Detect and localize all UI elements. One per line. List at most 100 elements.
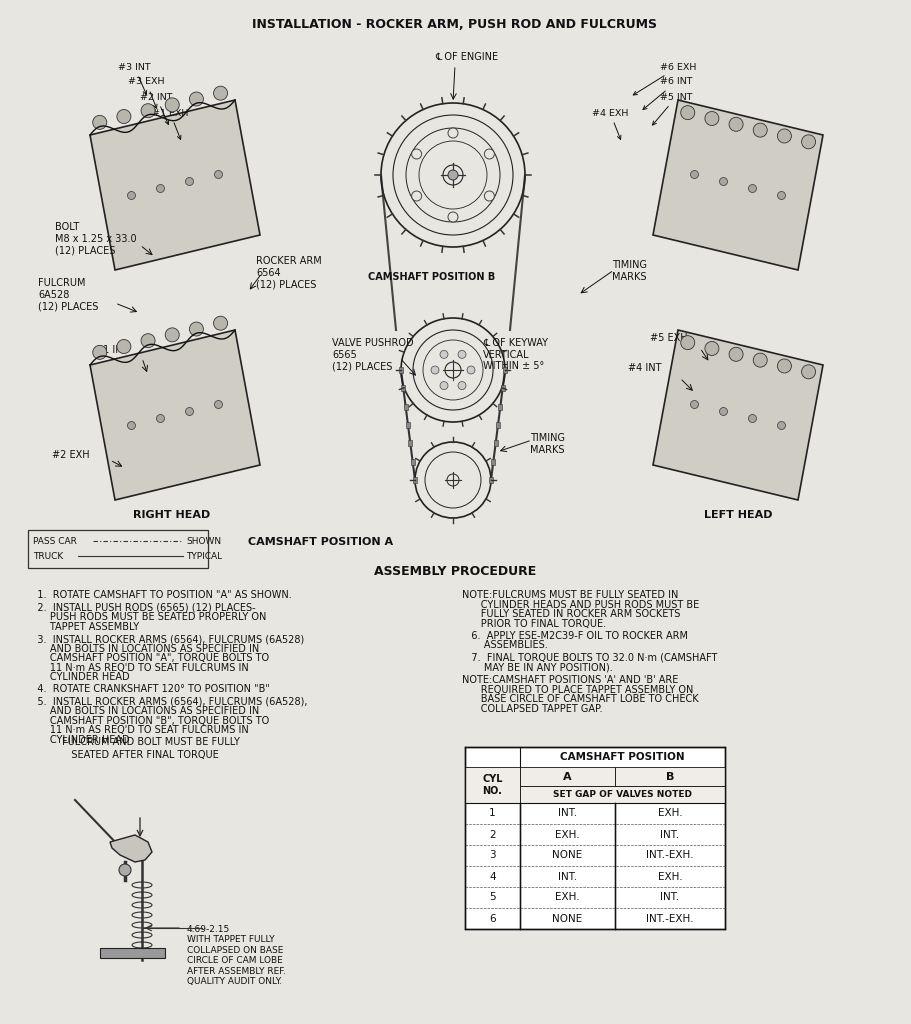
Text: NONE: NONE [552,913,583,924]
Text: FULCRUM
6A528
(12) PLACES: FULCRUM 6A528 (12) PLACES [38,278,98,311]
Circle shape [117,110,131,124]
Text: 2.  INSTALL PUSH RODS (6565) (12) PLACES-: 2. INSTALL PUSH RODS (6565) (12) PLACES- [28,602,256,612]
Text: #4 INT: #4 INT [628,362,661,373]
Bar [503,367,507,373]
Text: #1 EXH: #1 EXH [152,109,189,139]
Text: BASE CIRCLE OF CAMSHAFT LOBE TO CHECK: BASE CIRCLE OF CAMSHAFT LOBE TO CHECK [462,694,699,705]
Text: CAMSHAFT POSITION A: CAMSHAFT POSITION A [248,537,394,547]
Bar [520,767,615,786]
Circle shape [213,316,228,330]
Circle shape [440,350,448,358]
Bar [489,477,493,483]
Bar [501,385,505,391]
Circle shape [485,150,495,159]
Circle shape [141,103,155,118]
Text: MAY BE IN ANY POSITION).: MAY BE IN ANY POSITION). [462,663,613,673]
Text: NOTE:FULCRUMS MUST BE FULLY SEATED IN: NOTE:FULCRUMS MUST BE FULLY SEATED IN [462,590,679,600]
Bar [411,459,415,465]
Text: CYLINDER HEAD: CYLINDER HEAD [28,735,129,745]
Text: #5 EXH: #5 EXH [650,333,688,343]
Polygon shape [653,330,823,500]
Circle shape [777,129,792,143]
Circle shape [681,105,695,120]
Text: #6 INT: #6 INT [643,78,692,110]
Circle shape [691,171,699,178]
Bar [491,459,496,465]
Bar [408,440,413,446]
Circle shape [681,336,695,349]
Polygon shape [90,330,260,500]
Circle shape [213,86,228,100]
Text: B: B [666,771,674,781]
Circle shape [753,353,767,368]
Text: PASS CAR: PASS CAR [33,537,77,546]
Text: SEATED AFTER FINAL TORQUE: SEATED AFTER FINAL TORQUE [62,750,219,760]
Circle shape [165,98,179,112]
Text: NONE: NONE [552,851,583,860]
Text: 11 N·m AS REQ'D TO SEAT FULCRUMS IN: 11 N·m AS REQ'D TO SEAT FULCRUMS IN [28,663,249,673]
Text: 5.  INSTALL ROCKER ARMS (6564), FULCRUMS (6A528),: 5. INSTALL ROCKER ARMS (6564), FULCRUMS … [28,697,308,707]
Text: 4.69-2.15
WITH TAPPET FULLY
COLLAPSED ON BASE
CIRCLE OF CAM LOBE
AFTER ASSEMBLY : 4.69-2.15 WITH TAPPET FULLY COLLAPSED ON… [187,925,286,986]
Text: EXH.: EXH. [555,893,579,902]
Text: CYLINDER HEAD: CYLINDER HEAD [28,672,129,682]
Circle shape [458,382,466,389]
Circle shape [753,123,767,137]
Text: NOTE:CAMSHAFT POSITIONS 'A' AND 'B' ARE: NOTE:CAMSHAFT POSITIONS 'A' AND 'B' ARE [462,675,679,685]
Circle shape [119,864,131,876]
Text: ASSEMBLY PROCEDURE: ASSEMBLY PROCEDURE [374,565,537,578]
Circle shape [93,116,107,129]
Text: 1: 1 [489,809,496,818]
Bar [406,422,410,428]
Circle shape [448,128,458,138]
Text: INT.-EXH.: INT.-EXH. [646,913,694,924]
Text: 2: 2 [489,829,496,840]
Text: ROCKER ARM
6564
(12) PLACES: ROCKER ARM 6564 (12) PLACES [256,256,322,289]
Text: SET GAP OF VALVES NOTED: SET GAP OF VALVES NOTED [553,790,692,799]
Text: 4.  ROTATE CRANKSHAFT 120° TO POSITION "B": 4. ROTATE CRANKSHAFT 120° TO POSITION "B… [28,684,270,694]
Bar [413,477,417,483]
Circle shape [186,408,193,416]
Bar [399,367,403,373]
Text: FULLY SEATED IN ROCKER ARM SOCKETS: FULLY SEATED IN ROCKER ARM SOCKETS [462,609,681,618]
Bar [28,530,208,568]
Text: TIMING
MARKS: TIMING MARKS [612,260,647,282]
Circle shape [720,177,728,185]
Text: #4 EXH: #4 EXH [592,109,629,139]
Text: #2 EXH: #2 EXH [52,450,89,460]
Bar [465,746,725,929]
Text: CAMSHAFT POSITION B: CAMSHAFT POSITION B [368,272,496,282]
Text: CYL
NO.: CYL NO. [482,774,503,796]
Circle shape [117,340,131,353]
Text: REQUIRED TO PLACE TAPPET ASSEMBLY ON: REQUIRED TO PLACE TAPPET ASSEMBLY ON [462,684,693,694]
Bar [520,786,725,803]
Circle shape [729,347,743,361]
Circle shape [214,171,222,178]
Bar [465,767,520,803]
Text: RIGHT HEAD: RIGHT HEAD [133,510,210,520]
Circle shape [93,345,107,359]
Text: CYLINDER HEADS AND PUSH RODS MUST BE: CYLINDER HEADS AND PUSH RODS MUST BE [462,599,700,609]
Text: 4: 4 [489,871,496,882]
Text: FULCRUM AND BOLT MUST BE FULLY: FULCRUM AND BOLT MUST BE FULLY [62,737,240,746]
Circle shape [777,422,785,429]
Bar [100,948,165,958]
Circle shape [691,400,699,409]
Circle shape [165,328,179,342]
Text: #1 INT: #1 INT [95,345,128,355]
Circle shape [458,350,466,358]
Circle shape [412,150,422,159]
Text: INSTALLATION - ROCKER ARM, PUSH ROD AND FULCRUMS: INSTALLATION - ROCKER ARM, PUSH ROD AND … [252,18,658,31]
Polygon shape [110,835,152,862]
Circle shape [214,400,222,409]
Circle shape [186,177,193,185]
Bar [496,422,500,428]
Text: EXH.: EXH. [555,829,579,840]
Circle shape [189,92,203,106]
Bar [494,440,497,446]
Text: BOLT
M8 x 1.25 x 33.0
(12) PLACES: BOLT M8 x 1.25 x 33.0 (12) PLACES [55,222,137,255]
Text: #3 INT: #3 INT [118,62,150,94]
Circle shape [705,341,719,355]
Circle shape [802,135,815,148]
Circle shape [157,184,165,193]
Circle shape [448,212,458,222]
